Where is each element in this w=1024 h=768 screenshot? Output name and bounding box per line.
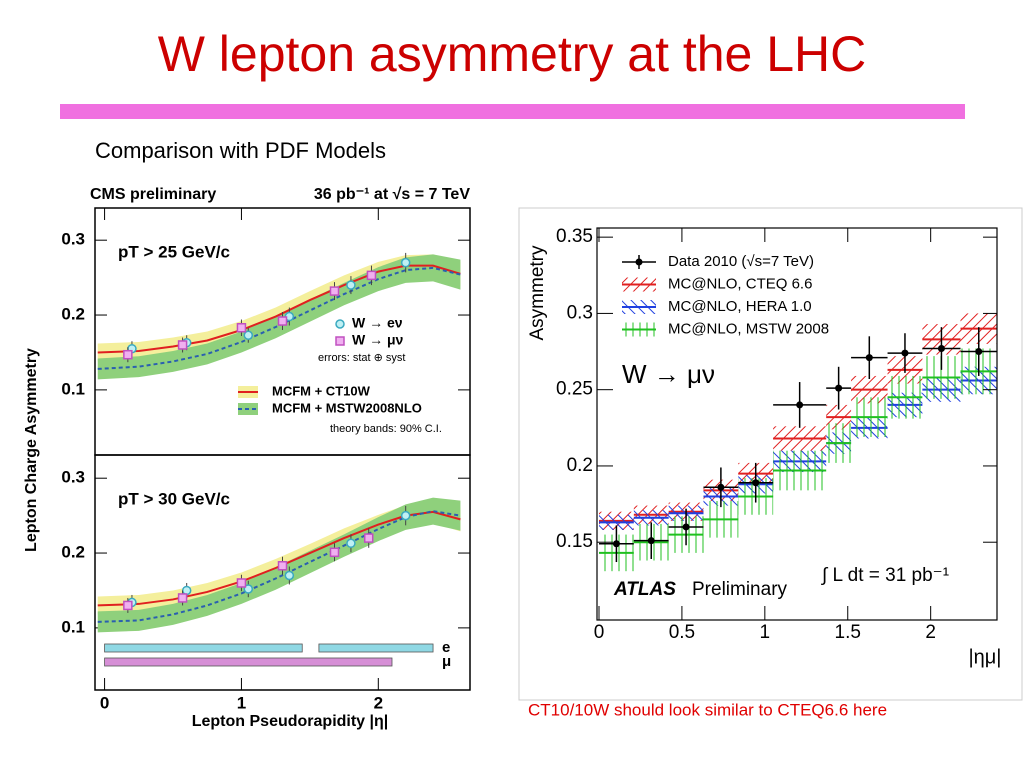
legend-label: W → eν	[352, 315, 403, 331]
caption: CT10/10W should look similar to CTEQ6.6 …	[528, 700, 887, 719]
chart-panel	[518, 207, 1023, 701]
theory-line	[97, 510, 461, 623]
panel-label: pT > 25 GeV/c	[118, 242, 230, 261]
panel-label: pT > 30 GeV/c	[118, 489, 230, 508]
legend-label: MC@NLO, HERA 1.0	[668, 298, 812, 315]
legend-label: MCFM + CT10W	[272, 383, 371, 398]
data-point	[277, 561, 288, 571]
x-tick-label: 0	[594, 622, 605, 643]
legend-marker	[335, 319, 345, 329]
x-tick-label: 1.5	[835, 622, 861, 643]
y-tick-label: 0.2	[61, 543, 85, 562]
luminosity-label: ∫ L dt = 31 pb⁻¹	[821, 565, 949, 586]
data-point	[329, 286, 340, 296]
data-point	[243, 584, 254, 594]
y-axis-label: Asymmetry	[527, 245, 548, 341]
legend-label: MCFM + MSTW2008NLO	[272, 400, 422, 415]
run-header: 36 pb⁻¹ at √s = 7 TeV	[314, 186, 470, 203]
plot-frame	[596, 227, 998, 621]
data-point	[717, 483, 725, 491]
coverage-bar	[318, 643, 434, 653]
y-tick-label: 0.3	[61, 468, 85, 487]
data-point	[400, 510, 411, 521]
x-tick-label: 2	[925, 622, 936, 643]
y-tick-label: 0.35	[556, 226, 593, 247]
data-point	[400, 257, 411, 268]
data-point	[366, 270, 377, 281]
legend-marker	[335, 336, 345, 346]
y-axis-label: Lepton Charge Asymmetry	[23, 348, 40, 552]
y-tick-label: 0.3	[567, 302, 593, 323]
coverage-bar	[104, 657, 393, 667]
legend-label: W → μν	[352, 332, 404, 348]
legend-marker	[635, 258, 643, 266]
legend-label: MC@NLO, CTEQ 6.6	[668, 275, 812, 292]
data-point	[937, 344, 945, 352]
band-note: theory bands: 90% C.I.	[330, 423, 442, 435]
data-point	[329, 547, 340, 558]
experiment-label: ATLAS	[613, 579, 676, 600]
errors-note: errors: stat ⊕ syst	[318, 352, 405, 364]
y-tick-label: 0.1	[61, 379, 85, 398]
theory-band	[97, 497, 461, 633]
y-tick-label: 0.2	[567, 455, 593, 476]
data-point	[796, 401, 804, 409]
chart-title: Comparison with PDF Models	[95, 138, 386, 163]
theory-line	[97, 264, 461, 354]
data-point	[243, 330, 254, 340]
data-point	[177, 593, 188, 603]
legend-label: Data 2010 (√s=7 TeV)	[668, 253, 814, 270]
plot-frame	[94, 454, 471, 691]
data-point	[236, 323, 247, 333]
x-tick-label: 1	[237, 693, 246, 712]
title-underline	[60, 104, 965, 119]
data-point	[901, 349, 909, 357]
coverage-label: e	[442, 639, 450, 656]
y-tick-label: 0.25	[556, 379, 593, 400]
slide-title: W lepton asymmetry at the LHC	[158, 26, 867, 82]
data-point	[284, 570, 295, 581]
y-tick-label: 0.1	[61, 617, 85, 636]
data-point	[865, 354, 873, 362]
data-point	[123, 349, 133, 360]
process-label: W → μν	[622, 359, 715, 389]
data-point	[177, 340, 188, 350]
coverage-bar	[104, 643, 303, 653]
status-label: Preliminary	[692, 579, 788, 600]
data-point	[835, 384, 843, 392]
x-tick-label: 0.5	[669, 622, 695, 643]
data-point	[123, 600, 133, 611]
y-tick-label: 0.15	[556, 531, 593, 552]
y-tick-label: 0.3	[61, 230, 85, 249]
data-point	[752, 479, 760, 487]
data-point	[612, 540, 620, 548]
x-axis-label: |ημ|	[968, 646, 1001, 668]
legend-label: MC@NLO, MSTW 2008	[668, 320, 829, 337]
x-tick-label: 0	[100, 693, 109, 712]
coverage-label: μ	[442, 653, 451, 670]
data-point	[682, 523, 690, 531]
x-tick-label: 2	[374, 693, 383, 712]
data-point	[346, 538, 356, 549]
data-point	[975, 348, 983, 356]
data-point	[647, 537, 655, 545]
experiment-header: CMS preliminary	[90, 186, 216, 203]
x-axis-label: Lepton Pseudorapidity |η|	[192, 713, 389, 730]
x-tick-label: 1	[760, 622, 771, 643]
data-point	[363, 533, 374, 543]
data-point	[346, 280, 356, 290]
data-point	[236, 578, 247, 588]
data-point	[277, 316, 288, 326]
y-tick-label: 0.2	[61, 305, 85, 324]
